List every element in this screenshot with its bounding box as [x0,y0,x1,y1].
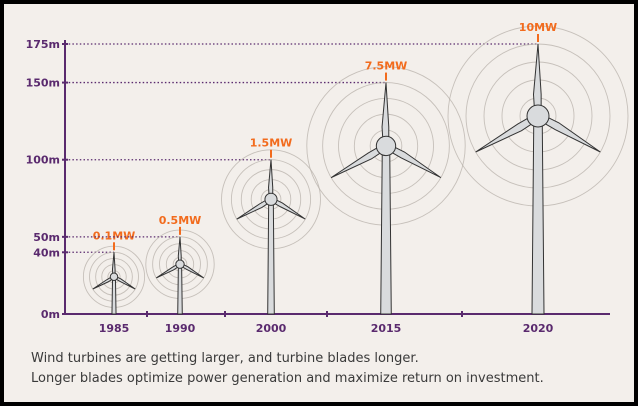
turbine-hub [264,192,278,206]
capacity-label: 0.5MW [159,214,202,227]
caption-line-1: Wind turbines are getting larger, and tu… [31,351,419,366]
x-category-label: 1985 [99,322,130,335]
x-category-label: 2020 [523,322,554,335]
turbine-hub [526,104,550,128]
x-category-label: 2015 [371,322,402,335]
turbine-tower [267,198,275,315]
turbine-tower [177,263,183,315]
y-tick-label: 40m [33,246,60,259]
caption-line-2: Longer blades optimize power generation … [31,371,544,386]
turbine-hub [375,135,397,157]
x-category-label: 1990 [165,322,196,335]
y-tick-label: 0m [41,308,60,321]
capacity-label: 10MW [519,21,557,34]
capacity-label: 7.5MW [365,60,408,73]
y-tick-label: 175m [26,38,60,51]
chart-frame: 0m 40m 50m 100m 150m 175m 0.1MW 1985 0.5MW 1990 1.… [4,4,634,402]
turbine-tower [380,145,392,315]
turbine-tower [111,276,117,315]
turbine-hub [109,272,119,282]
x-category-label: 2000 [256,322,287,335]
y-tick-label: 150m [26,77,60,90]
turbine-chart: 0m 40m 50m 100m 150m 175m 0.1MW 1985 0.5MW 1990 1.… [26,21,629,335]
turbine-tower [531,115,545,315]
y-tick-label: 100m [26,154,60,167]
y-tick-label: 50m [33,231,60,244]
capacity-label: 0.1MW [93,229,136,242]
capacity-label: 1.5MW [250,137,293,150]
turbine-hub [175,259,185,269]
